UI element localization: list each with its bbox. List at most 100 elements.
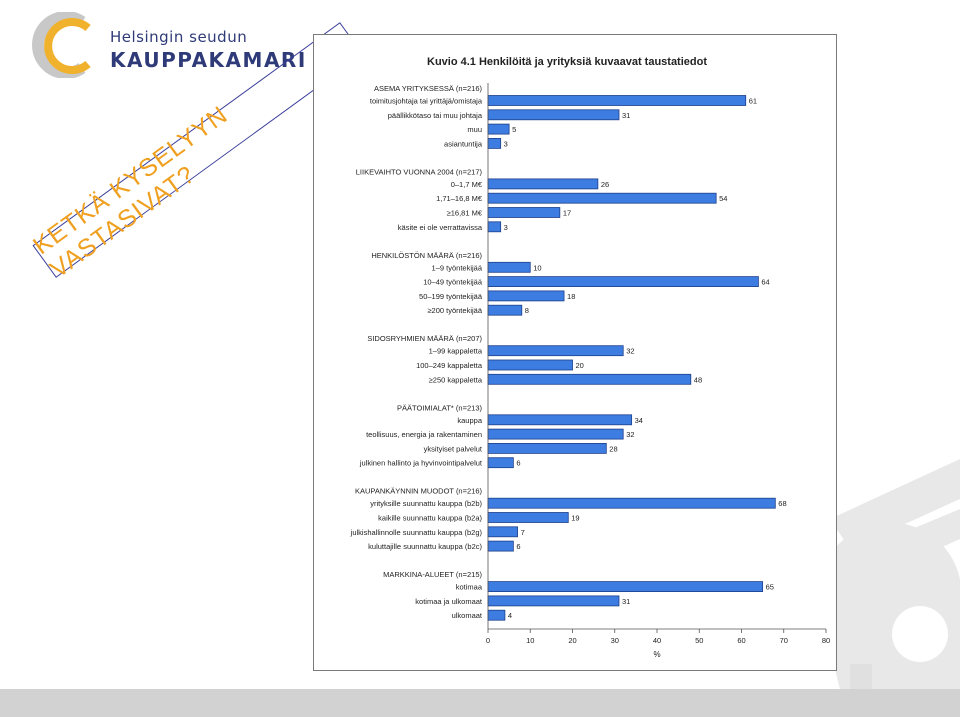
bar <box>487 207 561 218</box>
category-label: päällikkötaso tai muu johtaja <box>388 111 483 120</box>
logo-line2: KAUPPAKAMARI <box>110 48 307 72</box>
bar-value-label: 64 <box>761 278 769 287</box>
category-label: 0–1,7 M€ <box>451 180 483 189</box>
group-heading: HENKILÖSTÖN MÄÄRÄ (n=216) <box>371 251 482 260</box>
category-label: kuluttajille suunnattu kauppa (b2c) <box>368 542 482 551</box>
group-heading: ASEMA YRITYKSESSÄ (n=216) <box>374 84 483 93</box>
bar <box>487 373 692 385</box>
bar-value-label: 5 <box>512 125 516 134</box>
bar-value-label: 19 <box>571 514 579 523</box>
category-label: 50–199 työntekijää <box>419 292 483 301</box>
category-label: asiantuntija <box>444 139 483 148</box>
category-label: kotimaa ja ulkomaat <box>415 597 483 606</box>
category-label: kauppa <box>457 416 482 425</box>
x-tick-label: 0 <box>486 636 490 645</box>
x-tick-label: 80 <box>822 636 830 645</box>
bar-value-label: 32 <box>626 347 634 356</box>
bar-value-label: 68 <box>778 499 786 508</box>
category-label: toimitusjohtaja tai yrittäjä/omistaja <box>370 97 483 106</box>
x-tick-label: 20 <box>568 636 576 645</box>
bar <box>487 457 514 469</box>
x-tick-label: 10 <box>526 636 534 645</box>
bar <box>487 581 764 592</box>
bar <box>487 123 510 135</box>
x-tick-label: 30 <box>611 636 619 645</box>
bar-value-label: 26 <box>601 180 609 189</box>
bar <box>487 345 624 357</box>
bar <box>487 428 624 440</box>
group-heading: SIDOSRYHMIEN MÄÄRÄ (n=207) <box>367 334 482 343</box>
bar <box>487 497 776 509</box>
x-axis-label: % <box>653 650 660 659</box>
bar <box>487 276 759 288</box>
group-heading: PÄÄTOIMIALAT* (n=213) <box>397 403 482 412</box>
bar-value-label: 28 <box>609 444 617 453</box>
x-tick-label: 50 <box>695 636 703 645</box>
category-label: ≥200 työntekijää <box>427 306 482 315</box>
bar-value-label: 48 <box>694 375 702 384</box>
bar <box>487 178 599 190</box>
x-tick-label: 40 <box>653 636 661 645</box>
bar-value-label: 3 <box>504 223 508 232</box>
bar-value-label: 17 <box>563 209 571 218</box>
category-label: julkinen hallinto ja hyvinvointipalvelut <box>359 459 483 468</box>
bar-chart: Kuvio 4.1 Henkilöitä ja yrityksiä kuvaav… <box>350 56 831 659</box>
chart-title: Kuvio 4.1 Henkilöitä ja yrityksiä kuvaav… <box>427 56 707 68</box>
bar-value-label: 31 <box>622 111 630 120</box>
bar-value-label: 31 <box>622 597 630 606</box>
bar <box>487 359 573 371</box>
category-label: ≥250 kappaletta <box>429 375 483 384</box>
group-heading: MARKKINA-ALUEET (n=215) <box>383 570 482 579</box>
chart-panel: Kuvio 4.1 Henkilöitä ja yrityksiä kuvaav… <box>313 34 837 671</box>
bar <box>487 512 569 523</box>
x-tick-label: 60 <box>737 636 745 645</box>
category-label: 100–249 kappaletta <box>416 361 483 370</box>
bar-value-label: 32 <box>626 430 634 439</box>
bar-value-label: 10 <box>533 263 541 272</box>
bar-value-label: 20 <box>576 361 584 370</box>
bar <box>487 290 565 302</box>
category-label: kotimaa <box>456 583 483 592</box>
category-label: käsite ei ole verrattavissa <box>398 223 483 232</box>
category-label: teollisuus, energia ja rakentaminen <box>366 430 482 439</box>
category-label: muu <box>467 125 482 134</box>
logo-line1: Helsingin seudun <box>110 28 248 46</box>
bar-value-label: 6 <box>516 542 520 551</box>
kauppakamari-logo: Helsingin seudun KAUPPAKAMARI <box>30 12 305 78</box>
logo-mark-icon <box>32 12 91 78</box>
bar-value-label: 8 <box>525 306 529 315</box>
group-heading: LIIKEVAIHTO VUONNA 2004 (n=217) <box>356 167 483 176</box>
decorative-gear-icon <box>810 459 960 689</box>
bar-value-label: 3 <box>504 139 508 148</box>
group-heading: KAUPANKÄYNNIN MUODOT (n=216) <box>355 487 483 496</box>
bar <box>487 261 531 273</box>
category-label: julkishallinnolle suunnattu kauppa (b2g) <box>350 528 483 537</box>
bar <box>487 221 502 233</box>
footer-bar <box>0 689 960 717</box>
bar <box>487 138 502 149</box>
bar-value-label: 6 <box>516 459 520 468</box>
bar-value-label: 65 <box>766 583 774 592</box>
category-label: kaikille suunnattu kauppa (b2a) <box>378 514 482 523</box>
category-label: yksityiset palvelut <box>424 444 483 453</box>
bar-value-label: 54 <box>719 194 727 203</box>
category-label: 1,71–16,8 M€ <box>436 194 483 203</box>
bar <box>487 192 717 204</box>
category-label: yrityksille suunnattu kauppa (b2b) <box>370 499 482 508</box>
bar <box>487 595 620 607</box>
bar <box>487 414 633 426</box>
bar-value-label: 61 <box>749 97 757 106</box>
category-label: 10–49 työntekijää <box>423 278 483 287</box>
bar <box>487 442 607 454</box>
bar <box>487 304 523 316</box>
bar-value-label: 4 <box>508 611 512 620</box>
category-label: ≥16,81 M€ <box>447 209 483 218</box>
category-label: ulkomaat <box>452 611 483 620</box>
bar-value-label: 34 <box>635 416 643 425</box>
bar-value-label: 7 <box>521 528 525 537</box>
category-label: 1–99 kappaletta <box>429 347 483 356</box>
bar <box>487 109 620 121</box>
bar <box>487 95 747 106</box>
bar <box>487 609 506 621</box>
bar <box>487 540 514 552</box>
